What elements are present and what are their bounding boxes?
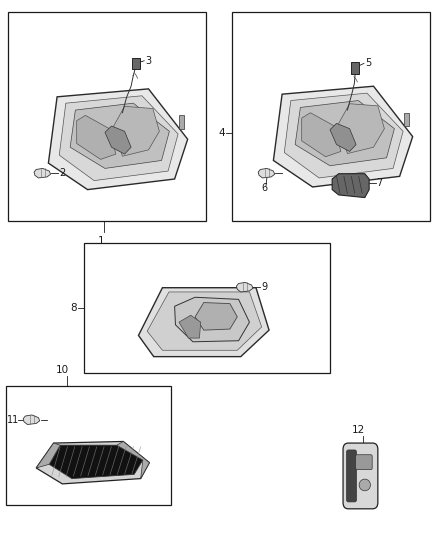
- Text: 1: 1: [98, 236, 105, 246]
- Bar: [6, 386, 171, 505]
- Polygon shape: [273, 86, 413, 187]
- Polygon shape: [49, 445, 143, 479]
- Polygon shape: [59, 96, 178, 181]
- Text: 6: 6: [261, 183, 268, 193]
- Text: 10: 10: [56, 365, 69, 375]
- Text: 7: 7: [377, 177, 383, 188]
- Polygon shape: [114, 107, 159, 156]
- Polygon shape: [179, 316, 201, 338]
- Bar: [232, 12, 430, 221]
- Polygon shape: [339, 104, 385, 154]
- Polygon shape: [258, 168, 275, 178]
- Bar: [132, 58, 140, 69]
- Polygon shape: [175, 297, 250, 342]
- Polygon shape: [138, 288, 269, 357]
- Text: 4: 4: [218, 128, 225, 139]
- Text: 9: 9: [261, 281, 267, 292]
- Text: 3: 3: [145, 56, 151, 66]
- Polygon shape: [332, 174, 369, 198]
- Polygon shape: [147, 292, 261, 350]
- Polygon shape: [48, 89, 187, 190]
- Polygon shape: [23, 415, 40, 424]
- FancyBboxPatch shape: [346, 450, 357, 502]
- Text: 8: 8: [70, 303, 77, 312]
- Polygon shape: [237, 282, 253, 292]
- FancyBboxPatch shape: [356, 455, 372, 470]
- Bar: [351, 62, 359, 74]
- Text: 5: 5: [365, 59, 371, 68]
- Polygon shape: [77, 115, 116, 159]
- Bar: [84, 243, 330, 373]
- Polygon shape: [36, 441, 149, 484]
- Bar: [8, 12, 206, 221]
- Polygon shape: [295, 101, 394, 166]
- Polygon shape: [34, 168, 50, 178]
- Polygon shape: [105, 126, 131, 154]
- Ellipse shape: [359, 479, 371, 491]
- FancyBboxPatch shape: [343, 443, 378, 509]
- Polygon shape: [330, 123, 356, 151]
- Bar: [179, 115, 184, 128]
- Bar: [404, 113, 409, 126]
- Polygon shape: [302, 113, 341, 157]
- Polygon shape: [195, 303, 237, 330]
- Polygon shape: [284, 93, 403, 178]
- Text: 12: 12: [352, 425, 365, 434]
- Polygon shape: [117, 441, 149, 479]
- Polygon shape: [70, 103, 170, 168]
- Polygon shape: [36, 443, 60, 468]
- Text: 11: 11: [7, 415, 19, 425]
- Text: 2: 2: [59, 168, 65, 177]
